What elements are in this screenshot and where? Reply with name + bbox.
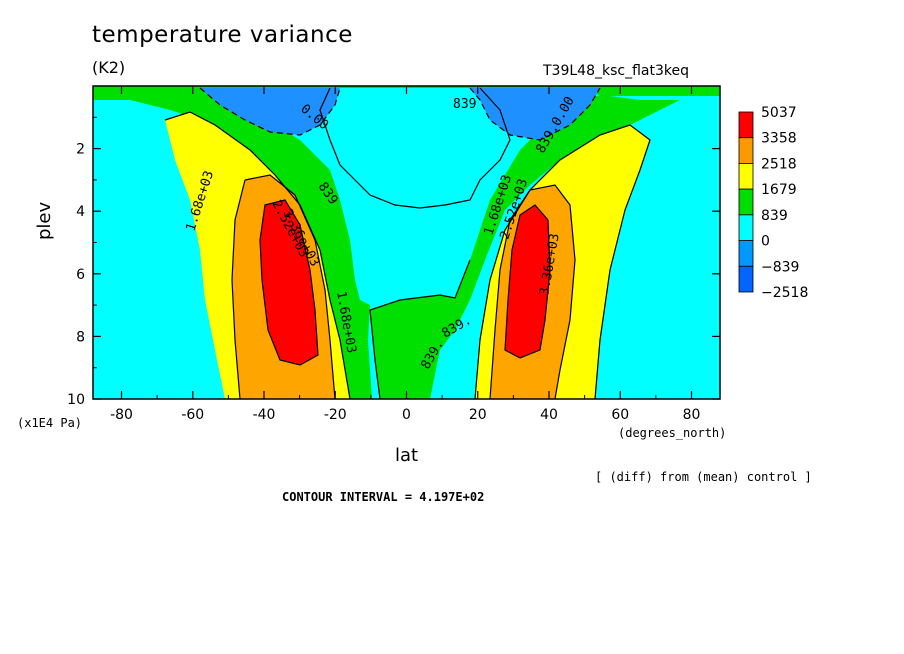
contour-line-nh-2 — [489, 184, 576, 399]
fill-cyan-nh-low — [600, 300, 720, 399]
contour-interval: CONTOUR INTERVAL = 4.197E+02 — [282, 490, 485, 504]
x-tick-label: -60 — [181, 407, 204, 423]
colorbar-label: 3358 — [761, 131, 797, 147]
colorbar-swatch — [738, 265, 754, 293]
x-axis-label: lat — [395, 445, 419, 466]
x-tick-label: 20 — [469, 407, 487, 423]
colorbar-label: 5037 — [761, 105, 797, 121]
x-units-label: (degrees_north) — [618, 426, 727, 440]
fill-blue-nh — [470, 88, 600, 140]
contour-line-sh-4 — [164, 111, 351, 399]
contour-fills — [93, 86, 720, 399]
y-tick-label: 6 — [76, 267, 85, 283]
contour-line-blue-nh — [469, 87, 601, 141]
y-units-label: (x1E4 Pa) — [17, 416, 83, 430]
colorbar-label: −839 — [761, 259, 799, 275]
x-tick-label: -40 — [253, 407, 276, 423]
chart-title: temperature variance — [92, 22, 353, 48]
colorbar-label: −2518 — [761, 285, 808, 301]
colorbar: 5037 3358 2518 1679 839 0 −839 −2518 — [738, 105, 808, 301]
x-tick-label: 0 — [402, 407, 411, 423]
x-axis: -80 -60 -40 -20 0 20 40 60 80 — [110, 86, 700, 423]
x-tick-label: -80 — [110, 407, 133, 423]
x-tick-label: 80 — [683, 407, 701, 423]
x-tick-label: 40 — [540, 407, 558, 423]
contour-line-nh-1 — [504, 204, 551, 359]
y-axis: 2 4 6 8 10 — [67, 116, 720, 408]
units-label: (K2) — [92, 58, 126, 77]
y-tick-label: 2 — [76, 142, 85, 158]
fill-cyan-top — [320, 88, 510, 208]
y-tick-label: 4 — [76, 204, 85, 220]
contour-line-cyan-top — [319, 87, 511, 209]
contour-line-sh-1 — [259, 199, 319, 366]
y-tick-label: 10 — [67, 392, 85, 408]
y-tick-label: 8 — [76, 329, 85, 345]
colorbar-label: 1679 — [761, 182, 797, 198]
colorbar-swatch — [738, 111, 754, 139]
contour-line-nh-3 — [474, 124, 651, 399]
colorbar-swatch — [738, 163, 754, 190]
colorbar-label: 839 — [761, 208, 788, 224]
colorbar-label: 2518 — [761, 156, 797, 172]
y-axis-label: plev — [34, 201, 55, 240]
contour-lines — [164, 87, 651, 399]
fill-blue-sh — [200, 88, 340, 135]
colorbar-swatch — [738, 214, 754, 241]
contour-label: 839 — [453, 97, 476, 112]
colorbar-label: 0 — [761, 234, 770, 250]
x-tick-label: 60 — [611, 407, 629, 423]
contour-line-sh-3 — [231, 179, 246, 399]
colorbar-swatch — [738, 188, 754, 216]
colorbar-swatch — [738, 240, 754, 267]
fill-red-nh — [505, 205, 550, 358]
contour-line-blue-sh — [199, 87, 341, 136]
contour-line-cyan-low — [369, 259, 471, 399]
colorbar-swatch — [738, 137, 754, 164]
fill-cyan-sh-low — [93, 300, 210, 399]
x-tick-label: -20 — [324, 407, 347, 423]
run-label: T39L48_ksc_flat3keq — [543, 63, 689, 79]
fill-cyan-nh-top — [610, 96, 720, 100]
footnote: [ (diff) from (mean) control ] — [595, 470, 812, 484]
